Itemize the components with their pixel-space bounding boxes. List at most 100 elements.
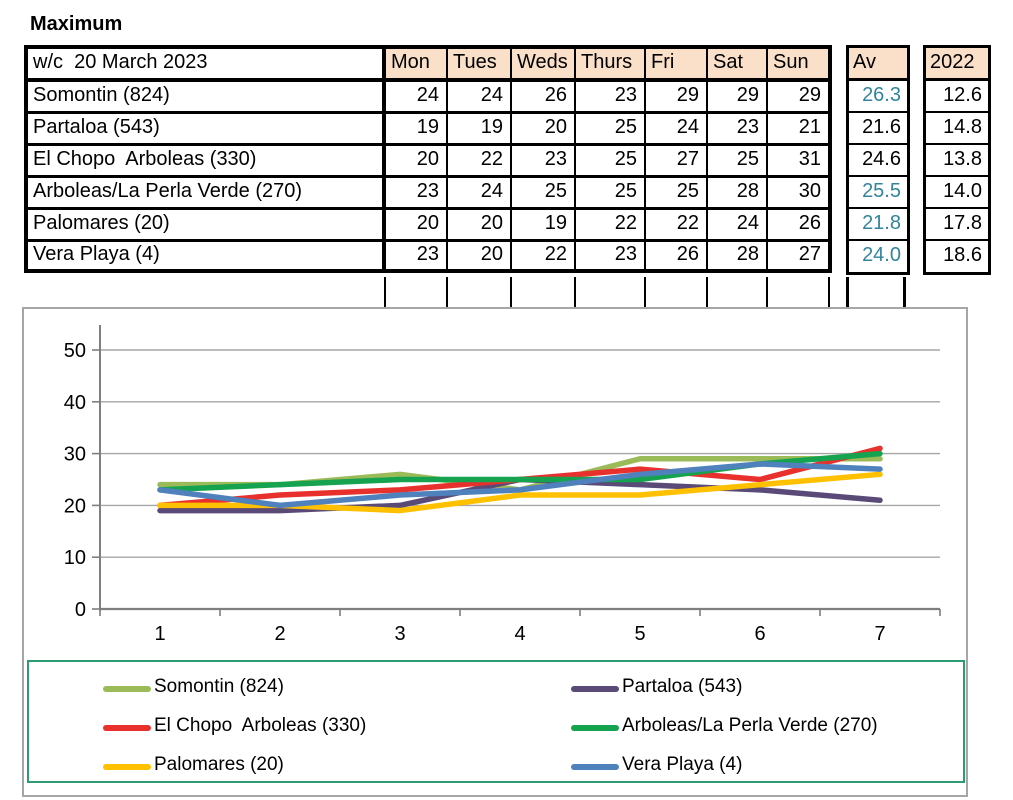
legend-label: Vera Playa (4) [622, 754, 743, 775]
row-name-cell: Somontin (824) [28, 82, 386, 114]
legend-label: Partaloa (543) [622, 676, 743, 697]
y-axis-tick-label: 30 [64, 444, 86, 466]
value-cell: 29 [708, 82, 768, 114]
day-header-cell: Mon [386, 49, 448, 82]
year2022-value-cell: 17.8 [926, 209, 988, 241]
legend-swatch [571, 685, 619, 692]
y-axis-tick-label: 50 [64, 340, 86, 362]
week-header-cell: w/c 20 March 2023 [28, 49, 386, 82]
row-name-cell: El Chopo Arboleas (330) [28, 146, 386, 178]
y-axis-tick-label: 40 [64, 392, 86, 414]
av-table: Av 26.3 21.6 24.6 25.5 21.8 24.0 [846, 45, 910, 275]
chart-legend: Somontin (824) Partaloa (543) El Chopo Arb… [27, 660, 965, 783]
legend-item: Arboleas/La Perla Verde (270) [571, 715, 963, 740]
value-cell: 25 [576, 114, 646, 146]
row-name-cell: Vera Playa (4) [28, 242, 386, 273]
x-axis-tick-label: 5 [634, 623, 645, 645]
value-cell: 23 [386, 242, 448, 273]
value-cell: 29 [768, 82, 832, 114]
y-axis-tick-label: 20 [64, 495, 86, 517]
legend-label: Somontin (824) [154, 676, 284, 697]
value-cell: 28 [708, 178, 768, 210]
value-cell: 22 [576, 210, 646, 242]
value-cell: 25 [708, 146, 768, 178]
value-cell: 26 [512, 82, 576, 114]
value-cell: 22 [512, 242, 576, 273]
row-name-cell: Partaloa (543) [28, 114, 386, 146]
year2022-value-cell: 12.6 [926, 81, 988, 113]
legend-swatch [103, 685, 151, 692]
value-cell: 23 [512, 146, 576, 178]
value-cell: 23 [386, 178, 448, 210]
value-cell: 28 [708, 242, 768, 273]
table-extension-line [446, 277, 448, 307]
x-axis-tick-label: 4 [514, 623, 525, 645]
y-axis-tick-label: 0 [75, 599, 86, 621]
av-value-cell: 24.0 [849, 241, 907, 272]
table-extension-line [828, 277, 830, 307]
max-table: w/c 20 March 2023 Mon Tues Weds Thurs Fri Sat S… [24, 45, 832, 273]
day-header-cell: Tues [448, 49, 512, 82]
day-header-cell: Thurs [576, 49, 646, 82]
value-cell: 19 [448, 114, 512, 146]
value-cell: 21 [768, 114, 832, 146]
year2022-value-cell: 14.8 [926, 113, 988, 145]
legend-item: Palomares (20) [103, 754, 571, 779]
value-cell: 25 [576, 178, 646, 210]
value-cell: 20 [386, 210, 448, 242]
page-title: Maximum [30, 13, 123, 35]
legend-swatch [103, 724, 151, 731]
value-cell: 30 [768, 178, 832, 210]
table-extension-line [644, 277, 646, 307]
year2022-table: 2022 12.6 14.8 13.8 14.0 17.8 18.6 [923, 45, 991, 275]
value-cell: 23 [576, 82, 646, 114]
value-cell: 23 [576, 242, 646, 273]
legend-item: Partaloa (543) [571, 676, 963, 701]
year2022-header-cell: 2022 [926, 48, 988, 81]
table-extension-line [903, 277, 906, 307]
av-value-cell: 26.3 [849, 81, 907, 113]
value-cell: 20 [448, 210, 512, 242]
value-cell: 27 [646, 146, 708, 178]
av-value-cell: 21.6 [849, 113, 907, 145]
av-value-cell: 21.8 [849, 209, 907, 241]
y-axis-tick-label: 10 [64, 547, 86, 569]
value-cell: 20 [512, 114, 576, 146]
value-cell: 25 [646, 178, 708, 210]
day-header-cell: Weds [512, 49, 576, 82]
legend-item: El Chopo Arboleas (330) [103, 715, 571, 740]
value-cell: 19 [386, 114, 448, 146]
legend-label: El Chopo Arboleas (330) [154, 715, 367, 736]
value-cell: 22 [448, 146, 512, 178]
day-header-cell: Sat [708, 49, 768, 82]
line-chart-svg: 0 10 20 30 40 50 1 2 3 4 5 6 7 [64, 325, 941, 645]
value-cell: 24 [646, 114, 708, 146]
value-cell: 20 [448, 242, 512, 273]
row-name-cell: Palomares (20) [28, 210, 386, 242]
legend-label: Palomares (20) [154, 754, 284, 775]
value-cell: 22 [646, 210, 708, 242]
chart-panel: 0 10 20 30 40 50 1 2 3 4 5 6 7 Somontin (824) Partalo… [22, 307, 968, 797]
legend-item: Somontin (824) [103, 676, 571, 701]
av-header-cell: Av [849, 48, 907, 81]
legend-swatch [103, 763, 151, 770]
value-cell: 27 [768, 242, 832, 273]
table-extension-line [510, 277, 512, 307]
year2022-value-cell: 13.8 [926, 145, 988, 177]
day-header-cell: Sun [768, 49, 832, 82]
legend-swatch [571, 763, 619, 770]
year2022-value-cell: 18.6 [926, 241, 988, 272]
x-axis-tick-label: 2 [274, 623, 285, 645]
x-axis-tick-label: 6 [754, 623, 765, 645]
legend-item: Vera Playa (4) [571, 754, 963, 779]
value-cell: 25 [512, 178, 576, 210]
av-value-cell: 25.5 [849, 177, 907, 209]
legend-label: Arboleas/La Perla Verde (270) [622, 715, 878, 736]
value-cell: 29 [646, 82, 708, 114]
table-extension-line [846, 277, 849, 307]
x-axis-tick-label: 1 [154, 623, 165, 645]
table-extension-line [706, 277, 708, 307]
table-extension-line [384, 277, 386, 307]
value-cell: 20 [386, 146, 448, 178]
value-cell: 31 [768, 146, 832, 178]
